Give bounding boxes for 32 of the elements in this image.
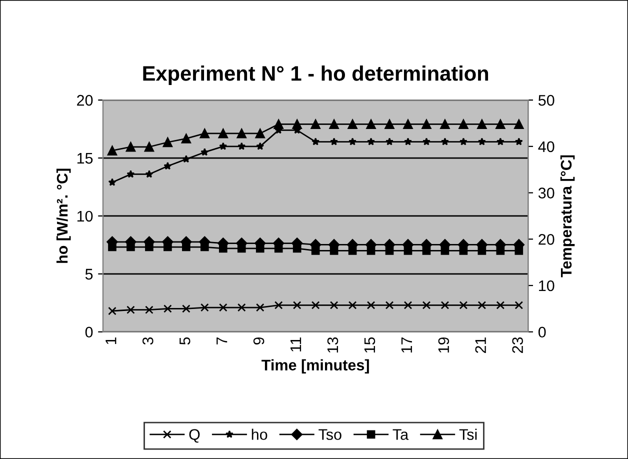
chart-title: Experiment N° 1 - ho determination xyxy=(143,66,488,85)
x-tick-label: 3 xyxy=(142,337,154,345)
x-tick-label: 21 xyxy=(475,337,486,353)
legend-label: ho xyxy=(252,428,268,440)
legend-label: Ta xyxy=(392,429,409,440)
y2-axis-title: Temperatura [°C] xyxy=(560,155,575,278)
legend-label: Tsi xyxy=(459,428,477,440)
y2-tick-label: 50 xyxy=(538,94,554,106)
x-tick-label: 17 xyxy=(401,337,412,353)
y-tick-label: 5 xyxy=(85,268,93,280)
y-tick-label: 20 xyxy=(77,94,93,106)
x-tick-label: 15 xyxy=(364,337,376,353)
x-tick-label: 1 xyxy=(106,337,116,344)
x-tick-label: 9 xyxy=(253,337,264,344)
x-tick-label: 5 xyxy=(180,337,190,345)
x-tick-label: 11 xyxy=(290,337,302,352)
y2-tick-label: 20 xyxy=(538,234,554,245)
y-tick-label: 15 xyxy=(77,153,93,164)
y-axis-title: ho [W/m². °C] xyxy=(56,168,71,263)
x-tick-label: 23 xyxy=(512,337,524,353)
legend-label: Q xyxy=(189,429,200,443)
y2-tick-label: 40 xyxy=(538,141,554,152)
y2-tick-label: 10 xyxy=(539,280,554,292)
y-tick-label: 0 xyxy=(85,326,93,338)
y2-tick-label: 30 xyxy=(538,188,554,198)
x-tick-label: 19 xyxy=(438,337,450,353)
x-tick-label: 7 xyxy=(216,337,228,344)
x-tick-label: 13 xyxy=(327,337,338,353)
x-axis-title: Time [minutes] xyxy=(262,359,369,374)
legend-label: Tso xyxy=(318,429,342,440)
y2-tick-label: 0 xyxy=(538,326,546,338)
y-tick-label: 10 xyxy=(77,210,93,222)
